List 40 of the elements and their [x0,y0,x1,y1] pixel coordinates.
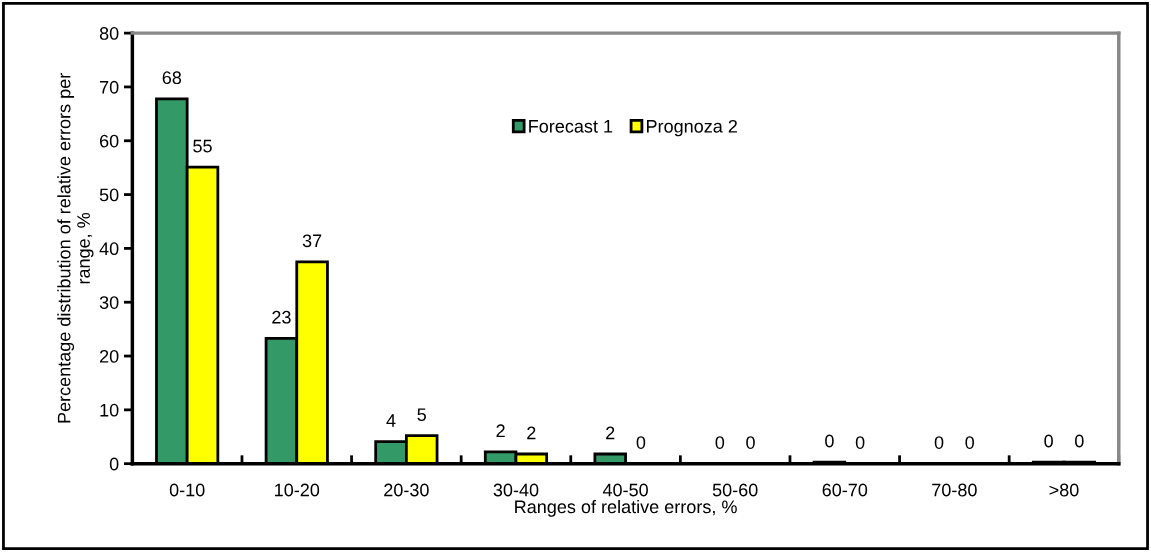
y-tick-label: 50 [99,188,119,202]
data-label: 0 [715,436,725,449]
x-tick-label: 40-50 [602,483,648,497]
data-label: 0 [934,436,944,449]
data-label: 0 [825,434,834,448]
data-label: 0 [1075,434,1084,448]
y-tick-label: 10 [100,403,119,417]
data-label: 2 [606,426,615,440]
y-tick-label: 80 [99,27,119,40]
data-label: 4 [386,414,396,427]
data-label: 68 [162,71,182,85]
data-label: 2 [527,426,536,440]
x-tick-label: 60-70 [822,483,868,497]
data-label: 0 [965,436,975,449]
y-tick-label: 20 [100,349,119,363]
legend-label: Prognoza 2 [647,119,737,137]
data-label: 0 [1044,434,1053,448]
x-tick-label: >80 [1049,483,1079,497]
data-label: 0 [746,436,755,449]
y-tick-label: 70 [100,80,119,94]
x-tick-label: 70-80 [932,483,977,497]
data-label: 0 [855,436,865,449]
x-tick-label: 0-10 [169,483,205,497]
data-label: 0 [636,436,646,449]
x-tick-label: 50-60 [712,483,758,497]
data-label: 5 [417,408,426,422]
legend-label: Forecast 1 [529,120,613,133]
data-label: 2 [496,424,505,437]
y-tick-label: 30 [99,296,119,309]
y-axis-title: Percentage distribution of relative errors per range, % [57,73,94,423]
x-tick-label: 20-30 [384,483,429,497]
data-label: 37 [302,234,322,248]
y-tick-label: 60 [100,134,119,148]
data-label: 55 [193,139,212,153]
x-tick-label: 30-40 [493,483,539,497]
x-axis-title: Ranges of relative errors, % [515,499,737,517]
y-tick-label: 0 [109,457,119,471]
data-label: 23 [272,310,291,324]
x-tick-label: 10-20 [275,483,320,497]
y-tick-label: 40 [99,242,119,256]
